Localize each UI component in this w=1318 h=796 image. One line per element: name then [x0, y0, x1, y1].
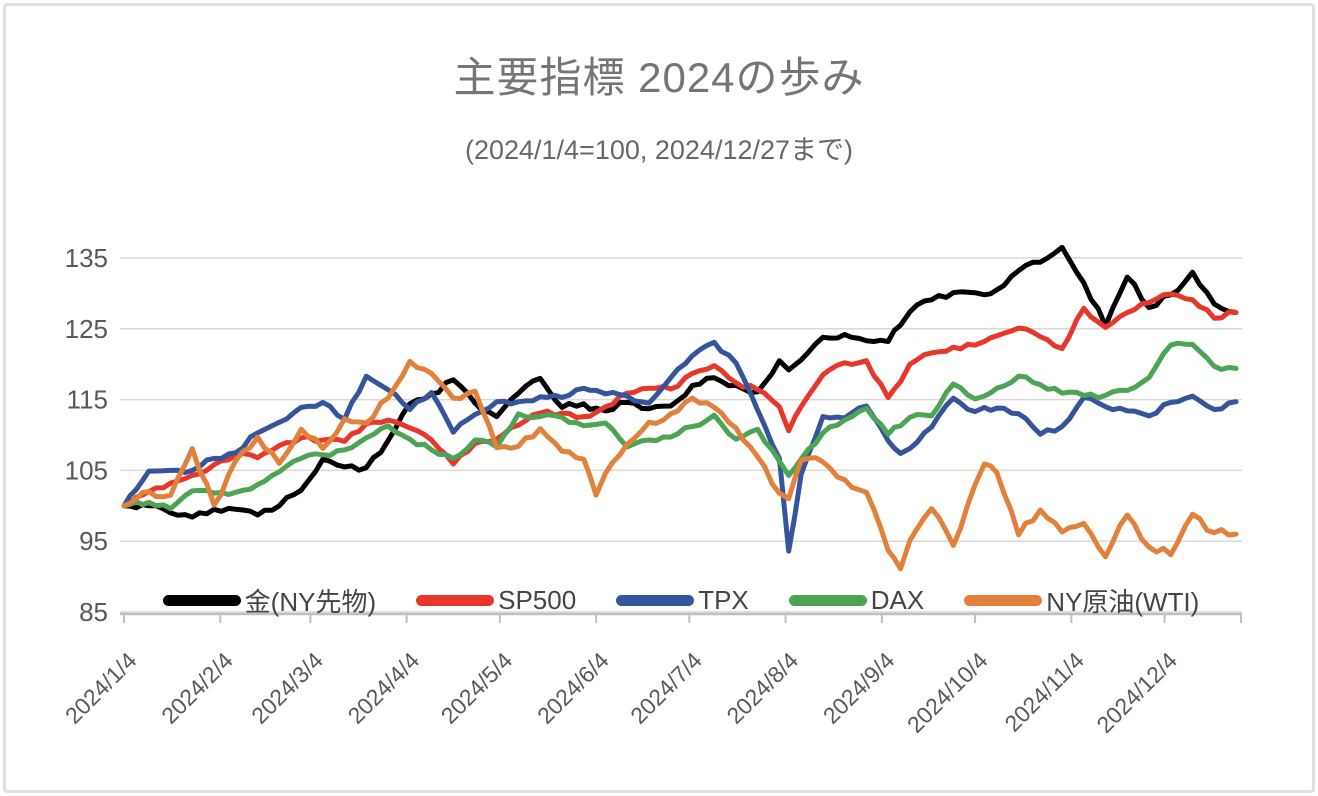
chart-subtitle: (2024/1/4=100, 2024/12/27まで) [464, 135, 854, 165]
series-line-DAX [121, 340, 1239, 512]
legend-line-swatch [616, 594, 695, 606]
x-tick-label: 2024/6/4 [532, 647, 614, 729]
legend-item-DAX: DAX [788, 584, 925, 616]
y-tick-label: 125 [65, 314, 108, 344]
legend-item-SP500: SP500 [416, 585, 576, 616]
series-line-金(NY先物) [121, 244, 1239, 520]
x-tick-label: 2024/8/4 [721, 647, 803, 729]
legend-label: DAX [870, 584, 925, 615]
y-tick-label: 105 [65, 455, 108, 485]
legend-line-swatch [162, 594, 241, 606]
x-tick-label: 2024/7/4 [625, 647, 707, 729]
chart-title: 主要指標 2024の歩み [453, 54, 865, 101]
series-line-TPX [121, 339, 1239, 554]
y-tick-label: 95 [79, 526, 108, 556]
chart-legend: 金(NY先物) SP500 TPX DAX NY原油(WTI) [120, 582, 1242, 619]
x-tick-label: 2024/2/4 [156, 647, 238, 729]
legend-line-swatch [416, 594, 495, 606]
x-tick-label: 2024/12/4 [1091, 647, 1182, 738]
legend-label: TPX [698, 584, 749, 615]
legend-label: NY原油(WTI) [1046, 586, 1200, 617]
x-tick-label: 2024/11/4 [999, 647, 1089, 737]
x-tick-label: 2024/1/4 [60, 647, 142, 729]
y-tick-label: 135 [65, 243, 108, 273]
x-tick-label: 2024/5/4 [436, 647, 518, 729]
y-tick-label: 115 [67, 385, 108, 415]
legend-line-swatch [788, 594, 867, 606]
x-tick-label: 2024/10/4 [902, 647, 993, 738]
x-tick-label: 2024/9/4 [818, 647, 900, 729]
x-tick-label: 2024/3/4 [246, 647, 328, 729]
series-line-NY原油(WTI) [121, 358, 1239, 572]
legend-label: 金(NY先物) [244, 586, 377, 617]
legend-item-NY原油(WTI): NY原油(WTI) [964, 582, 1199, 619]
y-tick-label: 85 [79, 597, 108, 627]
legend-label: SP500 [498, 584, 577, 615]
legend-item-TPX: TPX [616, 585, 749, 616]
x-tick-label: 2024/4/4 [343, 647, 425, 729]
legend-line-swatch [964, 594, 1043, 606]
legend-item-金(NY先物): 金(NY先物) [162, 582, 377, 619]
